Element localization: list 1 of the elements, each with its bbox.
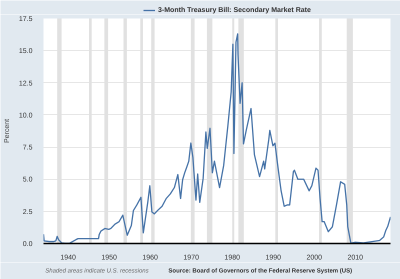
line-series xyxy=(44,33,390,244)
